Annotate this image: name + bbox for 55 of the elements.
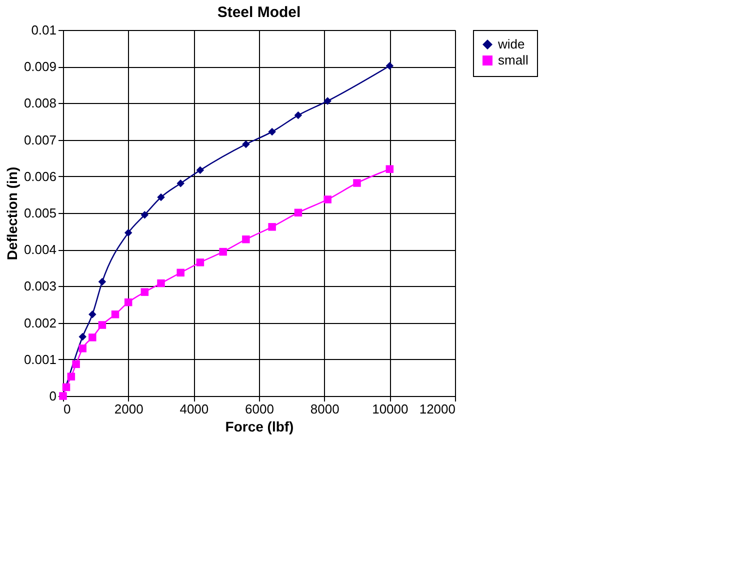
y-tick-label: 0.004 bbox=[24, 242, 56, 258]
point bbox=[196, 258, 204, 266]
point bbox=[67, 372, 76, 380]
x-tick-label: 10000 bbox=[372, 402, 408, 416]
point bbox=[324, 97, 332, 105]
x-tick-label: 4000 bbox=[180, 402, 209, 416]
point bbox=[157, 193, 165, 202]
point bbox=[219, 248, 227, 256]
point bbox=[176, 268, 184, 277]
point bbox=[386, 165, 394, 173]
x-tick-label: 8000 bbox=[310, 402, 340, 416]
x-tick-label: 2000 bbox=[114, 402, 144, 416]
point bbox=[157, 279, 165, 288]
y-tick-label: 0.01 bbox=[31, 22, 56, 38]
point bbox=[268, 128, 276, 136]
point bbox=[353, 179, 361, 187]
y-tick-label: 0.005 bbox=[24, 206, 56, 220]
y-tick-label: 0.006 bbox=[24, 168, 56, 184]
x-axis-title: Force (lbf) bbox=[225, 418, 294, 434]
y-tick-label: 0.007 bbox=[24, 132, 56, 148]
point bbox=[196, 166, 204, 174]
point bbox=[124, 228, 132, 237]
point bbox=[98, 321, 106, 329]
x-tick-label: 0 bbox=[64, 402, 71, 416]
x-tick-label: 12000 bbox=[419, 402, 456, 416]
point bbox=[242, 140, 250, 148]
point bbox=[386, 62, 394, 70]
y-tick-label: 0.001 bbox=[24, 352, 56, 367]
point bbox=[88, 310, 96, 318]
point bbox=[111, 310, 120, 318]
point bbox=[78, 332, 86, 341]
point bbox=[294, 208, 302, 217]
chart-title: Steel Model bbox=[217, 4, 301, 21]
point bbox=[62, 383, 70, 392]
point bbox=[98, 278, 106, 286]
legend-label: small bbox=[498, 52, 528, 68]
point bbox=[324, 196, 332, 204]
y-tick-label: 0.003 bbox=[24, 278, 56, 294]
y-tick-label: 0.009 bbox=[24, 59, 56, 74]
point bbox=[242, 235, 250, 244]
y-tick-label: 0 bbox=[49, 388, 56, 404]
point bbox=[78, 344, 86, 352]
y-axis-title: Deflection (in) bbox=[4, 166, 20, 260]
point bbox=[72, 360, 80, 368]
point bbox=[88, 334, 96, 342]
point bbox=[294, 111, 302, 120]
point bbox=[124, 298, 132, 306]
y-tick-label: 0.002 bbox=[24, 315, 56, 330]
y-tick-label: 0.008 bbox=[24, 96, 56, 111]
point bbox=[268, 223, 276, 231]
x-tick-label: 6000 bbox=[245, 402, 274, 416]
point bbox=[140, 210, 149, 219]
point bbox=[176, 179, 184, 188]
point bbox=[140, 288, 149, 296]
legend-label: wide bbox=[497, 36, 525, 52]
